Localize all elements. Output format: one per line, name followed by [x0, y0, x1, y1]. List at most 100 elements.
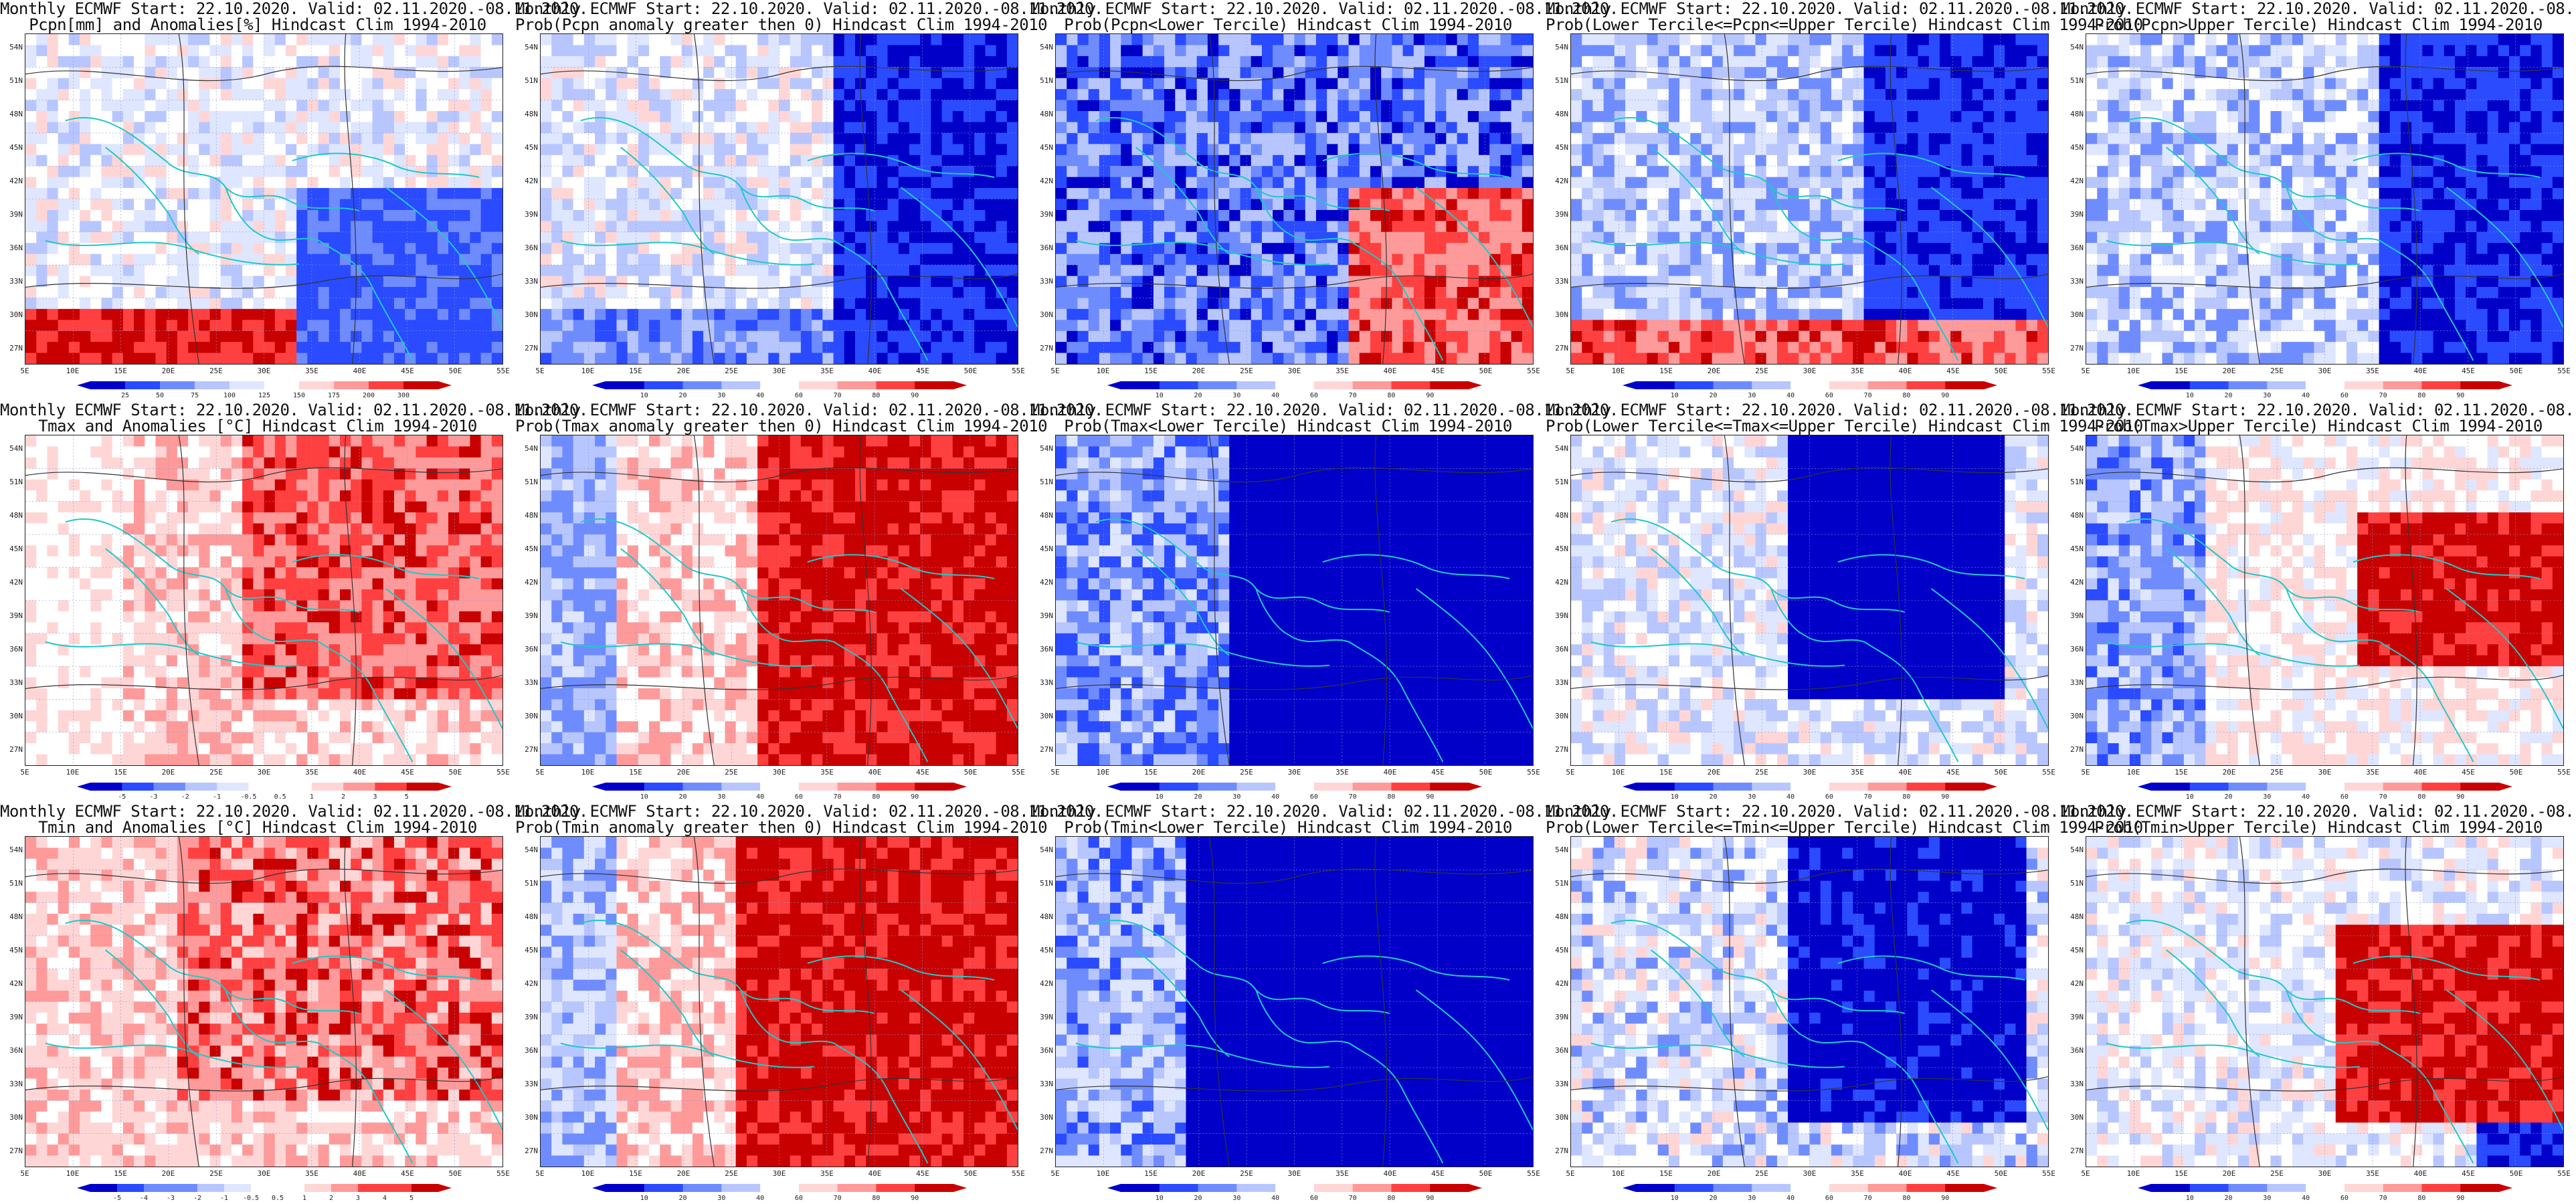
latitude-label: 51N: [0, 879, 23, 888]
colorbar-left-arrow: [1107, 783, 1121, 791]
contour-line: [541, 1076, 1018, 1092]
colorbar-label: 80: [872, 1195, 880, 1202]
coastline: [318, 641, 413, 763]
colorbar-label: -1: [220, 1195, 228, 1202]
colorbar-swatch: [2228, 783, 2268, 791]
forecast-map: [25, 836, 503, 1167]
coastline: [65, 919, 359, 1014]
contour-line: [25, 467, 502, 483]
latitude-label: 36N: [2061, 1046, 2084, 1055]
longitude-label: 45E: [2462, 768, 2475, 777]
latitude-label: 27N: [1546, 745, 1568, 754]
colorbar-label: 10: [1671, 1195, 1679, 1202]
longitude-label: 15E: [114, 768, 127, 777]
coastline: [620, 146, 715, 255]
panel-title-line2: Prob(Pcpn<Lower Tercile) Hindcast Clim 1…: [1030, 16, 1546, 33]
longitude-label: 15E: [1659, 768, 1673, 777]
latitude-label: 39N: [0, 210, 23, 219]
coastline: [807, 153, 995, 179]
longitude-label: 45E: [1431, 768, 1445, 777]
contour-line: [25, 868, 502, 884]
colorbar-swatch: [1236, 783, 1276, 791]
colorbar-label: 10: [1156, 392, 1164, 399]
latitude-label: 36N: [1546, 243, 1568, 252]
longitude-label: 10E: [2127, 367, 2140, 375]
longitude-label: 50E: [449, 768, 462, 777]
coastline: [560, 1042, 814, 1068]
latitude-label: 30N: [515, 712, 538, 720]
colorbar-label: 60: [1310, 793, 1318, 801]
colorbar-label: 40: [1271, 1195, 1279, 1202]
contour-line: [1890, 34, 1902, 364]
contour-line: [2086, 66, 2563, 82]
colorbar-swatch: [153, 783, 186, 791]
colorbar-right-arrow: [1984, 381, 1997, 389]
longitude-label: 45E: [1946, 367, 1960, 375]
forecast-map: [1570, 33, 2049, 365]
latitude-label: 48N: [2061, 110, 2084, 118]
colorbar-swatch: [2421, 1184, 2461, 1192]
longitude-label: 25E: [1240, 768, 1253, 777]
latitude-label: 30N: [515, 1113, 538, 1122]
colorbar-label: 2: [329, 1195, 333, 1202]
longitude-label: 50E: [964, 768, 978, 777]
coastline: [2166, 548, 2260, 656]
latitude-label: 54N: [515, 845, 538, 854]
longitude-label: 50E: [1479, 367, 1493, 375]
latitude-label: 48N: [2061, 912, 2084, 921]
coastline: [560, 239, 814, 266]
colorbar-label: 60: [795, 392, 803, 399]
latitude-label: 36N: [1546, 645, 1568, 654]
colorbar-label: 70: [2379, 1195, 2387, 1202]
latitude-label: 48N: [1030, 511, 1053, 520]
colorbar-left-arrow: [592, 783, 606, 791]
colorbar-label: 90: [1426, 392, 1434, 399]
colorbar-swatch: [171, 1184, 198, 1192]
latitude-label: 42N: [2061, 979, 2084, 988]
longitude-label: 40E: [1899, 1169, 1912, 1178]
colorbar-label: 90: [1941, 392, 1949, 399]
latitude-label: 33N: [515, 1080, 538, 1088]
colorbar-left-arrow: [2138, 783, 2151, 791]
colorbar-label: 10: [1156, 793, 1164, 801]
colorbar: [1623, 1183, 1997, 1193]
colorbar-swatch: [1430, 381, 1469, 389]
longitude-label: 40E: [2414, 1169, 2427, 1178]
latitude-label: 33N: [515, 678, 538, 687]
contour-line: [1571, 674, 2048, 690]
colorbar-label: 40: [1786, 392, 1795, 399]
contour-line: [1056, 1076, 1533, 1092]
coastline: [1651, 949, 1745, 1058]
latitude-label: 48N: [0, 110, 23, 118]
longitude-label: 10E: [1097, 367, 1110, 375]
contour-line: [859, 34, 872, 364]
latitude-label: 45N: [0, 143, 23, 152]
contour-line: [1571, 273, 2048, 289]
longitude-label: 55E: [2042, 367, 2055, 375]
longitude-label: 30E: [2318, 1169, 2332, 1178]
coastline: [580, 518, 875, 613]
longitude-label: 30E: [773, 1169, 786, 1178]
longitude-label: 55E: [2042, 1169, 2055, 1178]
latitude-label: 33N: [0, 678, 23, 687]
longitude-label: 30E: [1288, 367, 1301, 375]
latitude-label: 45N: [1030, 143, 1053, 152]
coastline: [45, 641, 299, 667]
colorbar: [2138, 380, 2512, 391]
latitude-label: 33N: [1546, 277, 1568, 286]
colorbar-swatch: [1945, 783, 1985, 791]
coastline: [2126, 518, 2420, 613]
colorbar-swatch: [1430, 1184, 1469, 1192]
longitude-label: 10E: [1097, 768, 1110, 777]
colorbar-swatch: [837, 783, 877, 791]
colorbar-swatch: [2189, 381, 2229, 389]
colorbar-label: 70: [1864, 793, 1872, 801]
colorbar-label: 40: [1271, 392, 1279, 399]
colorbar-swatch: [1906, 783, 1946, 791]
coastline: [1075, 641, 1329, 667]
latitude-label: 36N: [2061, 243, 2084, 252]
longitude-label: 45E: [916, 1169, 929, 1178]
latitude-label: 39N: [515, 611, 538, 620]
coastline: [1864, 641, 1959, 763]
colorbar-label: 90: [1426, 1195, 1434, 1202]
